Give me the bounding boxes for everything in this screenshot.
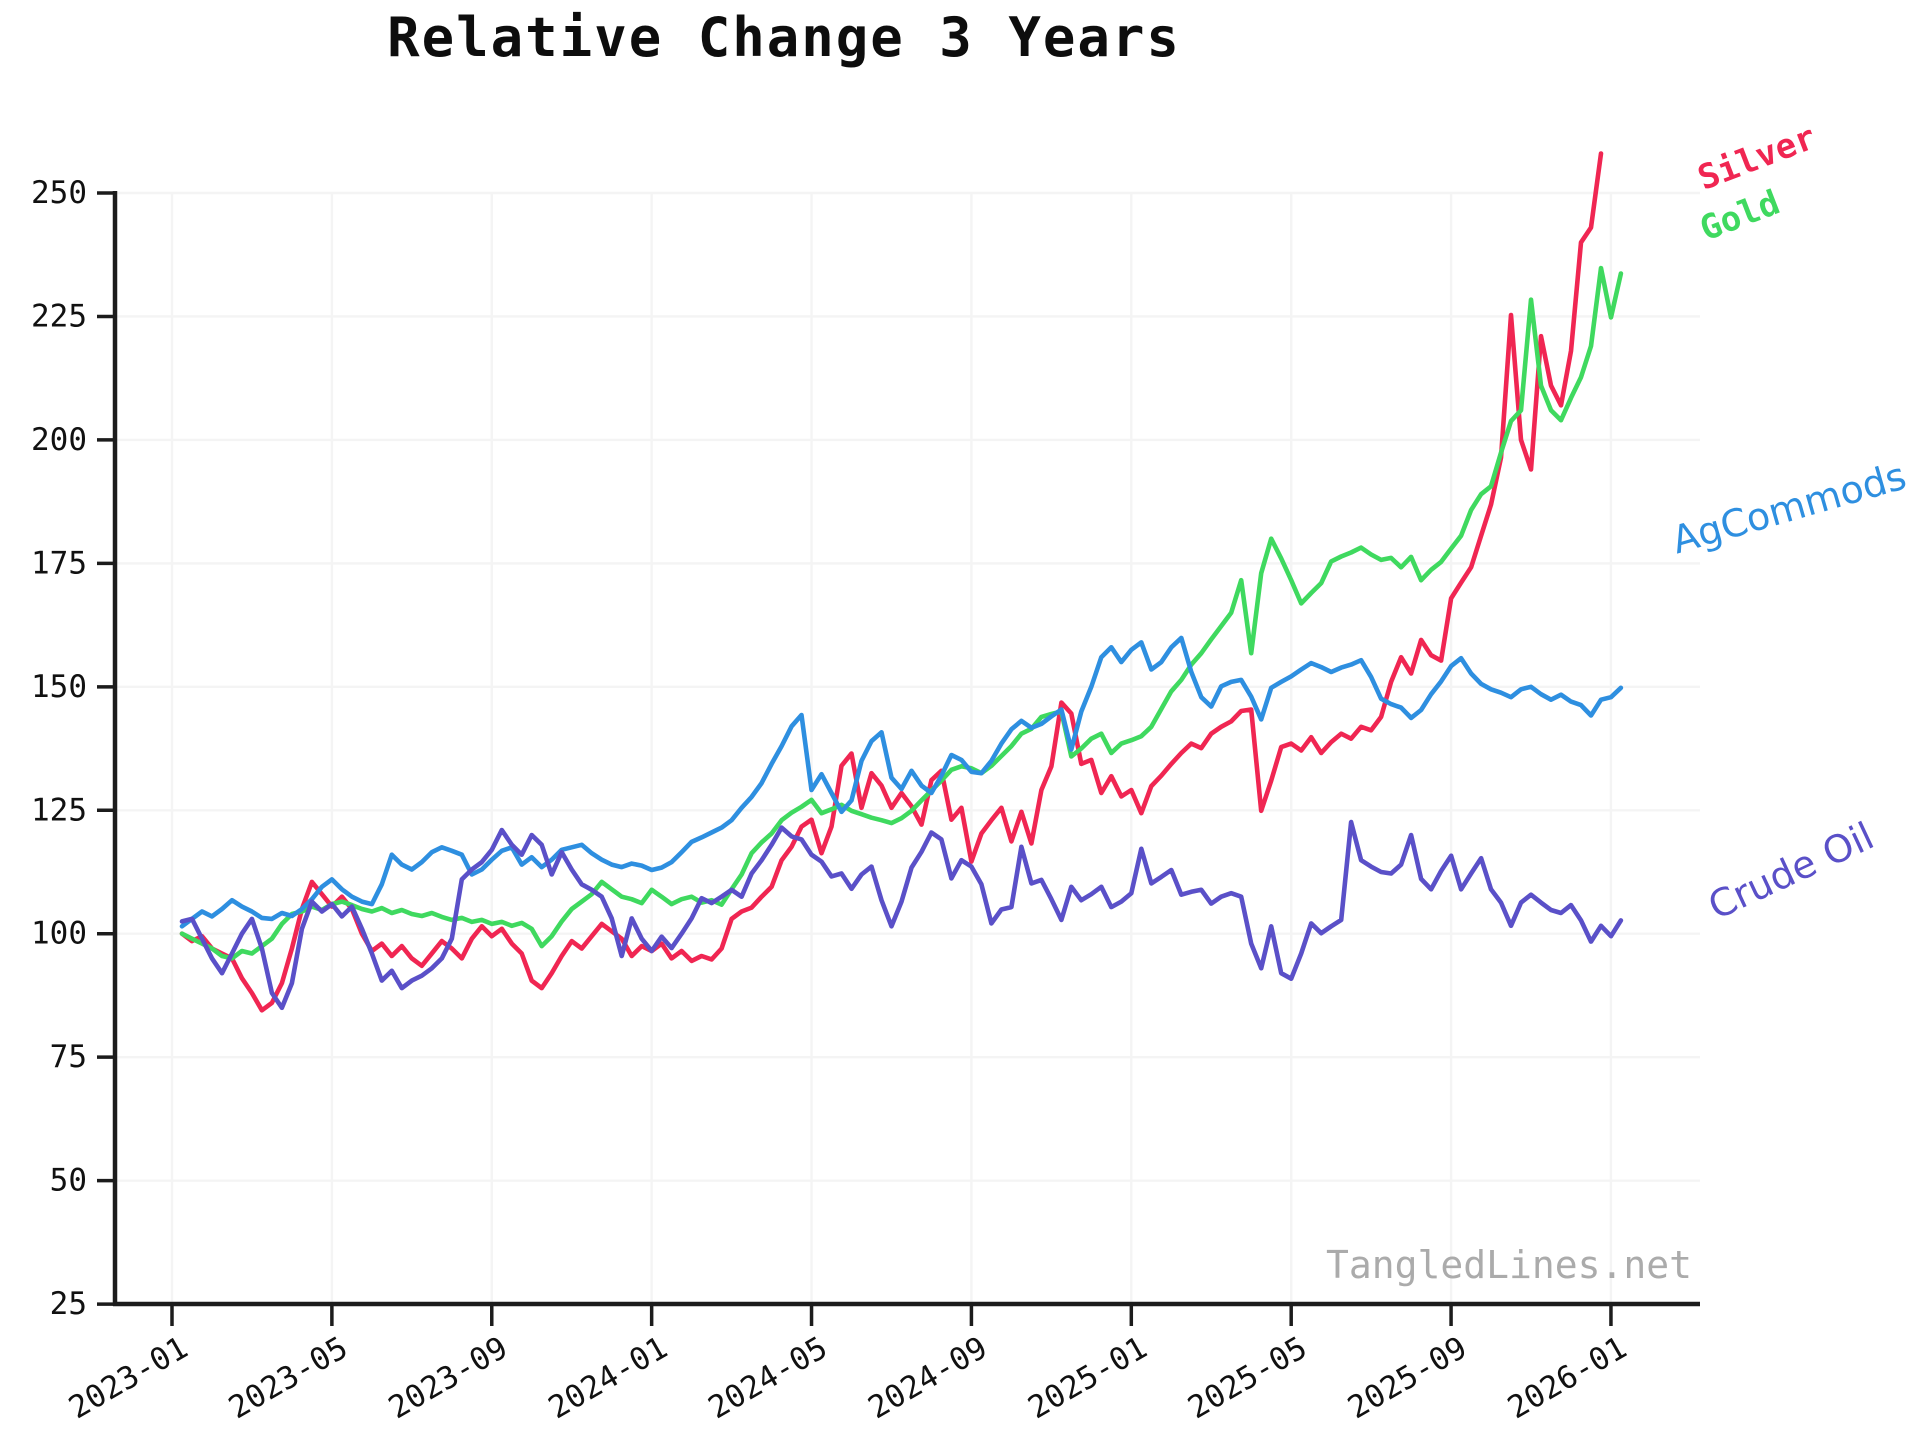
x-tick-label: 2024-05 xyxy=(702,1330,833,1427)
y-tick-label: 200 xyxy=(31,422,87,458)
y-tick-label: 150 xyxy=(31,669,87,705)
x-tick-label: 2025-05 xyxy=(1182,1330,1313,1427)
x-tick-label: 2023-09 xyxy=(383,1330,514,1427)
y-tick-label: 50 xyxy=(50,1163,87,1199)
x-tick-label: 2026-01 xyxy=(1502,1330,1633,1427)
series-line-crude-oil xyxy=(179,819,1624,1011)
watermark: TangledLines.net xyxy=(1325,1243,1692,1287)
y-tick-label: 100 xyxy=(31,916,87,952)
series-line-silver xyxy=(179,151,1604,1013)
x-tick-label: 2023-01 xyxy=(63,1330,194,1427)
y-tick-label: 250 xyxy=(31,175,87,211)
x-tick-label: 2023-05 xyxy=(223,1330,354,1427)
series-line-gold xyxy=(179,265,1624,961)
y-tick-label: 125 xyxy=(31,792,87,828)
y-tick-label: 175 xyxy=(31,545,87,581)
x-tick-label: 2025-09 xyxy=(1342,1330,1473,1427)
x-tick-label: 2025-01 xyxy=(1022,1330,1153,1427)
chart-title: Relative Change 3 Years xyxy=(387,6,1181,69)
y-tick-label: 225 xyxy=(31,298,87,334)
x-tick-label: 2024-01 xyxy=(543,1330,674,1427)
x-tick-label: 2024-09 xyxy=(862,1330,993,1427)
y-tick-label: 25 xyxy=(50,1286,87,1322)
y-tick-label: 75 xyxy=(50,1039,87,1075)
series-line-agcommods xyxy=(179,635,1624,929)
